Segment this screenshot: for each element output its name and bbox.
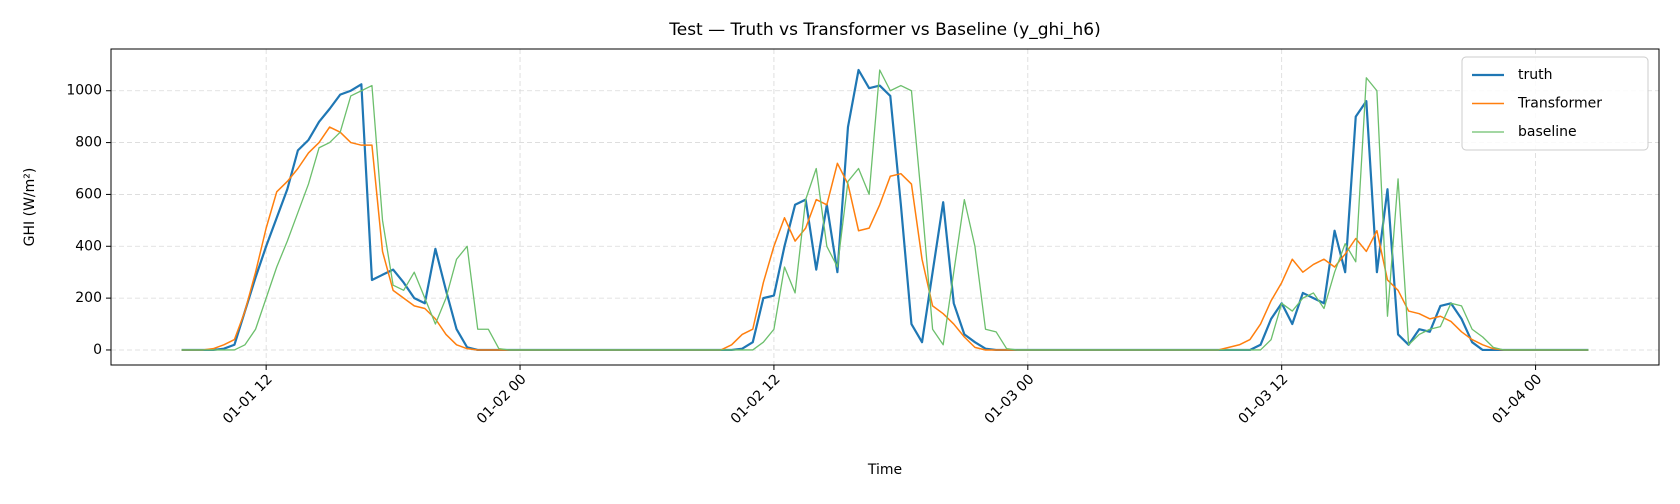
y-tick-label: 1000: [66, 83, 102, 99]
legend-label: Transformer: [1517, 96, 1602, 112]
y-tick-label: 800: [75, 135, 102, 151]
plot-frame: [110, 48, 1660, 366]
y-tick-label: 400: [75, 238, 102, 254]
series-line: [181, 126, 1589, 351]
x-axis-label: Time: [867, 462, 902, 478]
y-axis-label: GHI (W/m²): [22, 168, 38, 247]
series-line: [181, 69, 1589, 351]
legend-label: baseline: [1518, 124, 1577, 140]
legend-box: [1461, 56, 1649, 151]
y-tick-label: 600: [75, 186, 102, 202]
chart-title: Test — Truth vs Transformer vs Baseline …: [668, 20, 1101, 40]
plot-area: [181, 68, 1589, 352]
series-line: [181, 68, 1589, 352]
y-tick-label: 200: [75, 290, 102, 306]
y-tick-label: 0: [93, 342, 102, 358]
legend-label: truth: [1518, 67, 1552, 83]
